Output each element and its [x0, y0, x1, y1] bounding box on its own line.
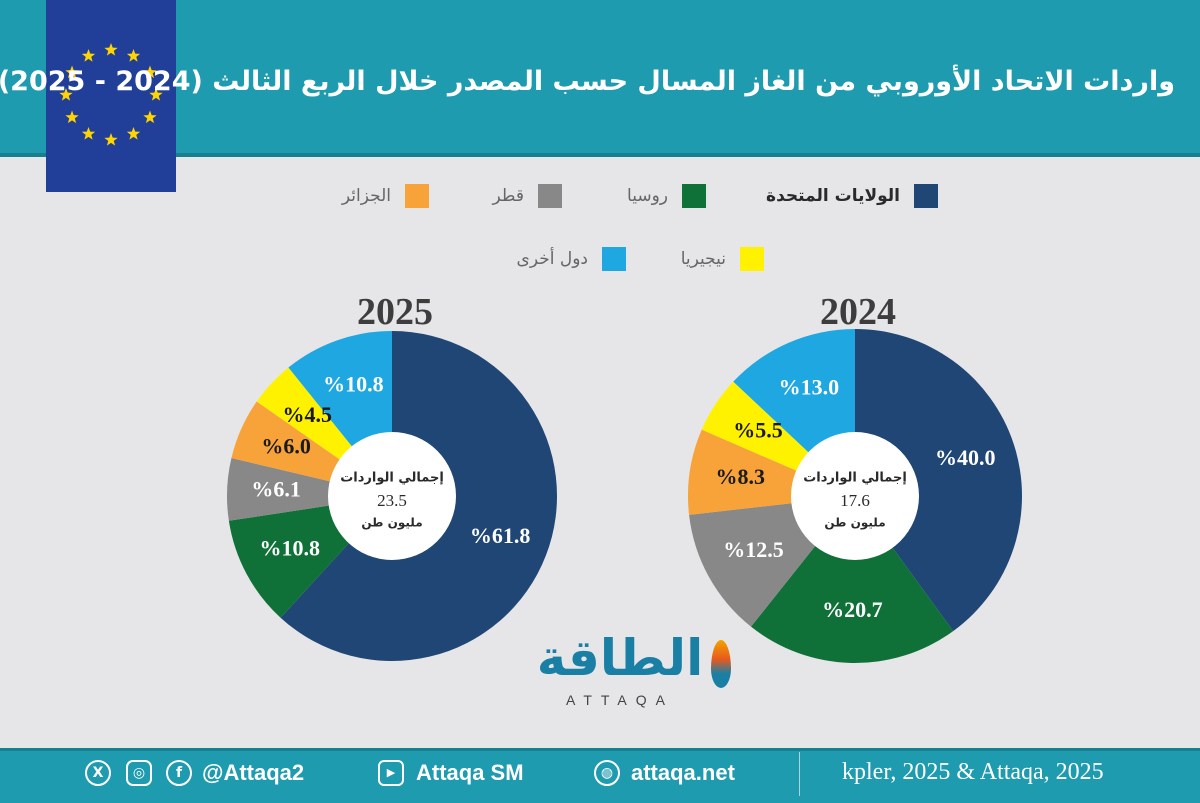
- slice-label-2025-russia: %10.8: [259, 536, 320, 561]
- legend-label-russia: روسيا: [627, 186, 668, 206]
- center-label-2024: إجمالي الواردات: [803, 471, 907, 486]
- slice-label-2024-others: %13.0: [779, 375, 840, 400]
- flag-star: [104, 133, 118, 146]
- footer-handle[interactable]: @Attaqa2: [202, 760, 305, 785]
- flag-star: [104, 43, 118, 56]
- legend-item-others: دول أخرى: [517, 246, 626, 272]
- flag-star: [81, 126, 96, 140]
- legend-item-algeria: الجزائر: [342, 183, 429, 209]
- attaqa-logo: الطاقة ATTAQA: [525, 629, 731, 714]
- legend-label-nigeria: نيجيريا: [680, 249, 726, 269]
- slice-label-2024-algeria: %8.3: [716, 464, 766, 489]
- center-value-2024: 17.6: [840, 491, 870, 510]
- center-label-2025: إجمالي الواردات: [340, 471, 444, 486]
- footer-source: kpler, 2025 & Attaqa, 2025: [842, 759, 1104, 785]
- footer-website[interactable]: attaqa.net: [631, 760, 735, 785]
- flag-star: [143, 110, 157, 124]
- pie-center-2024: [791, 432, 919, 560]
- page-title: واردات الاتحاد الأوروبي من الغاز المسال …: [0, 66, 1175, 97]
- flag-star: [59, 88, 73, 101]
- center-unit-2024: مليون طن: [824, 516, 885, 531]
- legend-label-algeria: الجزائر: [341, 186, 391, 206]
- pie-slice-2025-qatar: [226, 457, 392, 521]
- slice-label-2024-russia: %20.7: [822, 597, 883, 622]
- slice-label-2024-nigeria: %5.5: [733, 417, 783, 442]
- center-value-2025: 23.5: [377, 491, 407, 510]
- header-bar: [0, 0, 1200, 153]
- legend-item-qatar: قطر: [493, 183, 562, 209]
- pie-slice-2024-russia: [750, 496, 954, 664]
- legend-swatch-united-states: [914, 184, 938, 208]
- logo-latin-text: ATTAQA: [566, 692, 674, 708]
- flag-star: [126, 49, 141, 62]
- slice-label-2024-qatar: %12.5: [723, 537, 784, 562]
- logo-drop-icon: [711, 640, 731, 688]
- slice-label-2025-others: %10.8: [323, 372, 384, 397]
- instagram-icon[interactable]: ◎: [126, 760, 152, 786]
- slice-label-2025-nigeria: %4.5: [282, 402, 332, 427]
- slice-label-2025-qatar: %6.1: [251, 476, 301, 501]
- legend-swatch-russia: [682, 184, 706, 208]
- footer-youtube[interactable]: Attaqa SM: [416, 760, 524, 785]
- slice-label-2025-united_states: %61.8: [470, 523, 531, 548]
- pie-slice-2024-united_states: [855, 329, 1023, 632]
- header-underline: [0, 153, 1200, 157]
- flag-star: [126, 126, 141, 140]
- youtube-icon[interactable]: ▶: [378, 760, 404, 786]
- flag-star: [149, 88, 163, 101]
- flag-star: [81, 49, 96, 62]
- legend-label-qatar: قطر: [492, 186, 524, 206]
- flag-star: [143, 65, 157, 79]
- legend-item-nigeria: نيجيريا: [681, 246, 764, 272]
- legend-swatch-others: [602, 247, 626, 271]
- year-title-2024: 2024: [820, 291, 896, 333]
- year-title-2025: 2025: [357, 291, 433, 333]
- legend-swatch-qatar: [538, 184, 562, 208]
- flag-star: [65, 110, 79, 124]
- center-unit-2025: مليون طن: [361, 516, 422, 531]
- legend-label-united-states: الولايات المتحدة: [766, 186, 900, 206]
- flag-star: [65, 65, 79, 79]
- x-icon[interactable]: X: [85, 760, 111, 786]
- facebook-icon[interactable]: f: [166, 760, 192, 786]
- pie-center-2025: [328, 432, 456, 560]
- logo-arabic-text: الطاقة: [536, 629, 704, 687]
- legend-label-others: دول أخرى: [516, 249, 588, 269]
- slice-label-2024-united_states: %40.0: [935, 445, 996, 470]
- globe-icon[interactable]: ◍: [594, 760, 620, 786]
- eu-flag: [46, 0, 176, 192]
- slice-label-2025-algeria: %6.0: [261, 434, 311, 459]
- legend-item-united-states: الولايات المتحدة: [766, 183, 938, 209]
- legend-swatch-algeria: [405, 184, 429, 208]
- legend-item-russia: روسيا: [627, 183, 706, 209]
- footer-divider: [799, 752, 800, 796]
- eu-flag-stars: [59, 43, 163, 146]
- legend-swatch-nigeria: [740, 247, 764, 271]
